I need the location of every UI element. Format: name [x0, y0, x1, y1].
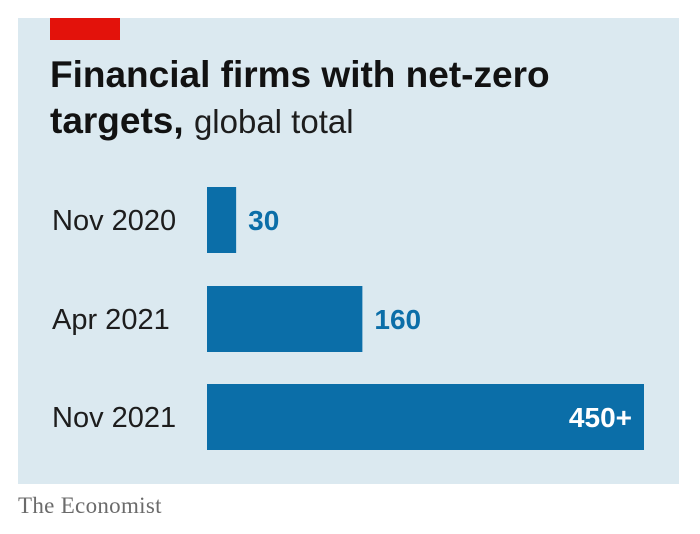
chart-title-text: Financial firms with net-zero targets,: [50, 54, 550, 141]
bar: [207, 384, 644, 450]
bar: [207, 187, 237, 253]
source-label: The Economist: [18, 493, 162, 518]
chart-subtitle: global total: [193, 103, 354, 140]
category-label: Nov 2021: [52, 402, 176, 434]
chart-title: Financial firms with net-zero targets, g…: [50, 52, 660, 145]
category-label: Apr 2021: [52, 304, 170, 336]
bar: [207, 286, 363, 352]
value-label: 450+: [569, 402, 632, 433]
category-label: Nov 2020: [52, 205, 176, 237]
value-label: 160: [374, 304, 421, 335]
value-label: 30: [248, 205, 279, 236]
economist-red-tag: [50, 18, 120, 40]
